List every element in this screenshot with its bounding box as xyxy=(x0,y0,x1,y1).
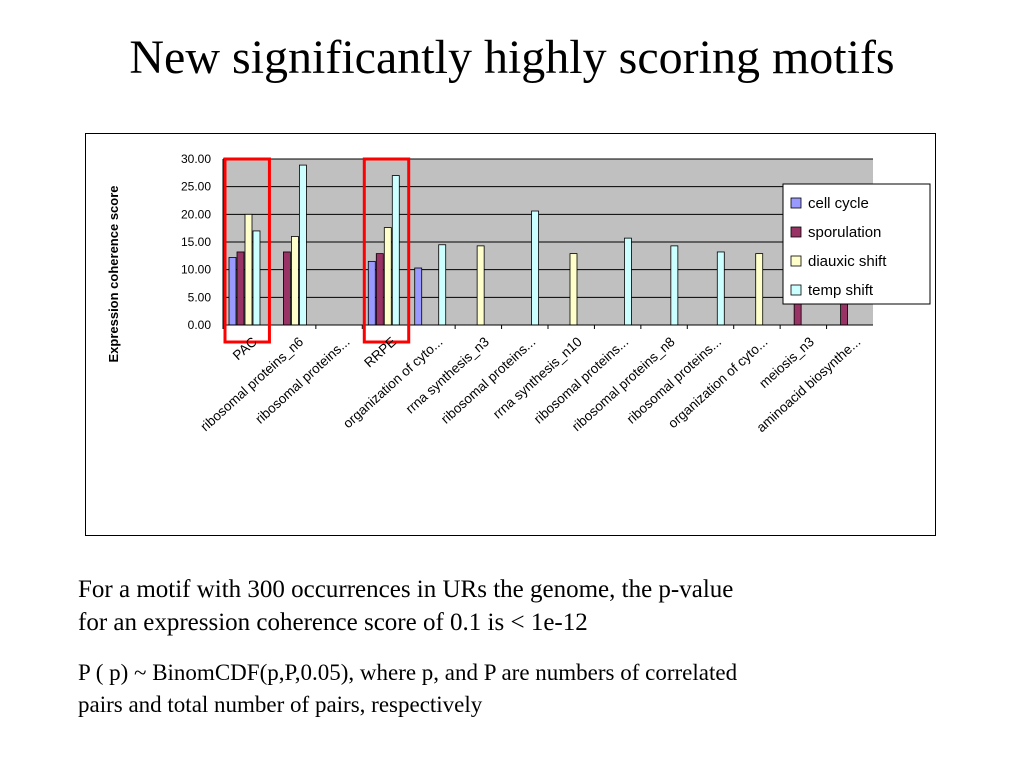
bar-diauxic-shift xyxy=(383,227,392,326)
legend-label: diauxic shift xyxy=(808,253,887,270)
legend-box xyxy=(782,183,931,305)
y-tick-label: 0.00 xyxy=(188,318,212,332)
category-label: rrna synthesis_n3 xyxy=(403,334,492,416)
category-label: PAC xyxy=(230,334,260,363)
legend-swatch xyxy=(790,226,802,238)
bar-chart: 30.00 25.00 20.00 15.00 10.00 5.00 0.00 Express… xyxy=(106,152,931,435)
bar-temp-shift xyxy=(531,210,539,326)
y-axis-label: Expression coherence score xyxy=(106,185,121,362)
highlight-box xyxy=(362,157,411,344)
y-tick-label: 5.00 xyxy=(188,290,212,304)
bar-sporulation xyxy=(375,253,384,326)
highlight-box xyxy=(223,157,271,344)
chart-frame: 30.00 25.00 20.00 15.00 10.00 5.00 0.00 Express… xyxy=(85,133,936,536)
bar-sporulation xyxy=(283,251,291,326)
bar-temp-shift xyxy=(670,245,679,326)
note-line-2: pairs and total number of pairs, respect… xyxy=(78,692,483,717)
legend-swatch xyxy=(790,255,802,267)
legend-label: sporulation xyxy=(808,224,881,241)
caption-line-2: for an expression coherence score of 0.1… xyxy=(78,609,588,636)
bar-temp-shift xyxy=(252,230,261,326)
legend-swatch xyxy=(790,197,802,209)
bar-temp-shift xyxy=(391,175,400,326)
bar-sporulation xyxy=(236,251,245,326)
caption: For a motif with 300 occurrences in URs … xyxy=(78,573,988,639)
bar-temp-shift xyxy=(438,244,447,326)
bar-cell-cycle xyxy=(414,267,423,326)
caption-line-1: For a motif with 300 occurrences in URs … xyxy=(78,576,734,603)
bar-diauxic-shift xyxy=(476,245,485,326)
bar-diauxic-shift xyxy=(755,253,764,326)
bar-diauxic-shift xyxy=(244,213,253,326)
category-label: RRPE xyxy=(361,334,399,370)
binomial-note: P ( p) ~ BinomCDF(p,P,0.05), where p, an… xyxy=(78,657,998,721)
bar-cell-cycle xyxy=(228,257,237,326)
legend-swatch xyxy=(790,284,802,296)
bar-temp-shift xyxy=(624,237,632,326)
y-tick-label: 20.00 xyxy=(181,207,211,221)
bar-cell-cycle xyxy=(367,260,376,326)
y-tick-label: 25.00 xyxy=(181,180,211,194)
bar-temp-shift xyxy=(716,251,725,326)
y-tick-label: 15.00 xyxy=(181,235,211,249)
bar-temp-shift xyxy=(299,164,307,326)
bar-diauxic-shift xyxy=(569,253,578,326)
bar-diauxic-shift xyxy=(291,236,299,326)
legend-label: temp shift xyxy=(808,282,874,299)
legend-label: cell cycle xyxy=(808,195,869,212)
note-line-1: P ( p) ~ BinomCDF(p,P,0.05), where p, an… xyxy=(78,660,738,685)
y-tick-label: 30.00 xyxy=(181,152,211,166)
y-tick-label: 10.00 xyxy=(181,263,211,277)
slide-title: New significantly highly scoring motifs xyxy=(129,31,895,84)
